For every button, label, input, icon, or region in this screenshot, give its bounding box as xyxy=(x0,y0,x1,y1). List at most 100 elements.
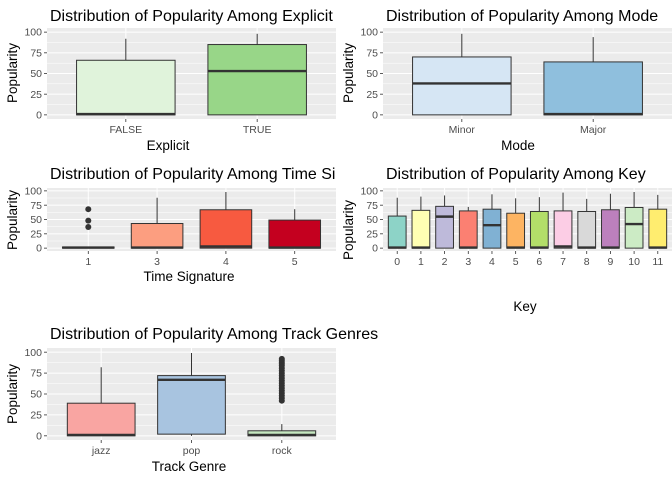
box-body xyxy=(529,210,549,249)
x-tick-label: Minor xyxy=(449,124,476,136)
panel-2: Distribution of Popularity Among Time Si… xyxy=(5,166,390,284)
box-body xyxy=(601,209,620,249)
x-tick-label: 10 xyxy=(628,256,640,268)
box-body xyxy=(412,56,512,116)
y-tick-label: 100 xyxy=(360,27,378,39)
box-body xyxy=(458,210,478,249)
box-6 xyxy=(529,197,549,249)
x-tick-label: Major xyxy=(580,124,607,136)
box-body xyxy=(66,402,136,437)
y-tick-label: 100 xyxy=(360,185,378,197)
box-rock xyxy=(247,355,317,437)
box-body xyxy=(506,212,526,249)
chart-title: Distribution of Popularity Among Time Si… xyxy=(50,166,390,183)
box-3 xyxy=(458,206,478,249)
box-body xyxy=(543,61,643,116)
x-tick-label: 1 xyxy=(85,256,91,268)
x-tick-label: 4 xyxy=(489,256,495,268)
y-tick-label: 75 xyxy=(30,200,42,212)
chart-title: Distribution of Popularity Among Mode xyxy=(386,8,658,25)
x-axis-title: Track Genre xyxy=(152,459,227,474)
panel-4: Distribution of Popularity Among Track G… xyxy=(5,326,378,474)
y-tick-label: 75 xyxy=(366,47,378,59)
box-7 xyxy=(553,192,573,249)
box-4 xyxy=(199,192,253,249)
box-body xyxy=(268,219,322,249)
y-tick-label: 50 xyxy=(366,214,378,226)
box-body xyxy=(553,210,573,249)
outlier-point xyxy=(85,217,92,224)
panel-1: Distribution of Popularity Among Mode 0 25… xyxy=(341,8,672,153)
y-tick-label: 100 xyxy=(24,185,42,197)
box-body xyxy=(76,59,176,116)
outlier-point xyxy=(85,223,92,230)
box-4 xyxy=(482,194,502,249)
y-tick-label: 0 xyxy=(36,430,42,442)
x-tick-label: TRUE xyxy=(243,124,272,136)
x-axis-title: Mode xyxy=(501,138,535,153)
y-tick-label: 50 xyxy=(30,68,42,80)
y-tick-label: 75 xyxy=(30,368,42,380)
x-tick-label: 5 xyxy=(292,256,298,268)
box-body xyxy=(648,208,668,249)
y-axis-title: Popularity xyxy=(5,190,20,250)
box-body xyxy=(624,206,644,249)
y-axis-title: Popularity xyxy=(341,43,356,103)
y-axis-title: Popularity xyxy=(5,43,20,103)
box-3 xyxy=(130,197,184,249)
outlier-point xyxy=(278,355,285,362)
x-tick-label: 5 xyxy=(513,256,519,268)
box-FALSE xyxy=(76,38,176,116)
box-5 xyxy=(506,198,526,249)
box-Major xyxy=(543,37,643,116)
x-tick-label: 2 xyxy=(442,256,448,268)
y-tick-label: 0 xyxy=(372,243,378,255)
y-tick-label: 0 xyxy=(36,243,42,255)
x-tick-label: 8 xyxy=(584,256,590,268)
x-tick-label: FALSE xyxy=(109,124,142,136)
box-1 xyxy=(411,196,431,249)
outlier-point xyxy=(85,206,92,213)
box-body xyxy=(157,375,226,435)
y-tick-label: 75 xyxy=(30,47,42,59)
y-tick-label: 100 xyxy=(24,27,42,39)
y-tick-label: 50 xyxy=(366,68,378,80)
box-TRUE xyxy=(207,33,307,116)
box-Minor xyxy=(412,33,512,116)
box-8 xyxy=(577,198,597,249)
y-tick-label: 25 xyxy=(30,228,42,240)
box-10 xyxy=(624,192,644,249)
y-tick-label: 50 xyxy=(30,389,42,401)
box-body xyxy=(577,210,597,249)
x-tick-label: 9 xyxy=(607,256,613,268)
x-axis-title: Key xyxy=(513,299,537,314)
box-body xyxy=(411,209,431,249)
box-1 xyxy=(61,206,115,249)
y-tick-label: 75 xyxy=(366,200,378,212)
box-body xyxy=(435,205,454,249)
y-tick-label: 25 xyxy=(366,89,378,101)
y-axis-title: Popularity xyxy=(341,200,356,260)
x-tick-label: 1 xyxy=(418,256,424,268)
x-axis-title: Time Signature xyxy=(143,269,234,284)
y-tick-label: 0 xyxy=(36,109,42,121)
chart-title: Distribution of Popularity Among Track G… xyxy=(50,326,378,343)
box-pop xyxy=(157,353,226,436)
y-tick-label: 25 xyxy=(30,89,42,101)
chart-title: Distribution of Popularity Among Explici… xyxy=(50,8,333,25)
chart-title: Distribution of Popularity Among Key xyxy=(386,166,646,183)
x-tick-label: rock xyxy=(272,445,293,457)
x-tick-label: pop xyxy=(183,445,201,457)
y-axis-title: Popularity xyxy=(5,364,20,424)
x-tick-label: jazz xyxy=(91,445,111,457)
y-tick-label: 100 xyxy=(24,347,42,359)
x-tick-label: 3 xyxy=(465,256,471,268)
x-tick-label: 6 xyxy=(536,256,542,268)
box-5 xyxy=(268,209,322,249)
y-tick-label: 50 xyxy=(30,214,42,226)
y-tick-label: 0 xyxy=(372,109,378,121)
x-tick-label: 4 xyxy=(223,256,229,268)
y-tick-label: 25 xyxy=(366,228,378,240)
box-jazz xyxy=(66,367,136,437)
